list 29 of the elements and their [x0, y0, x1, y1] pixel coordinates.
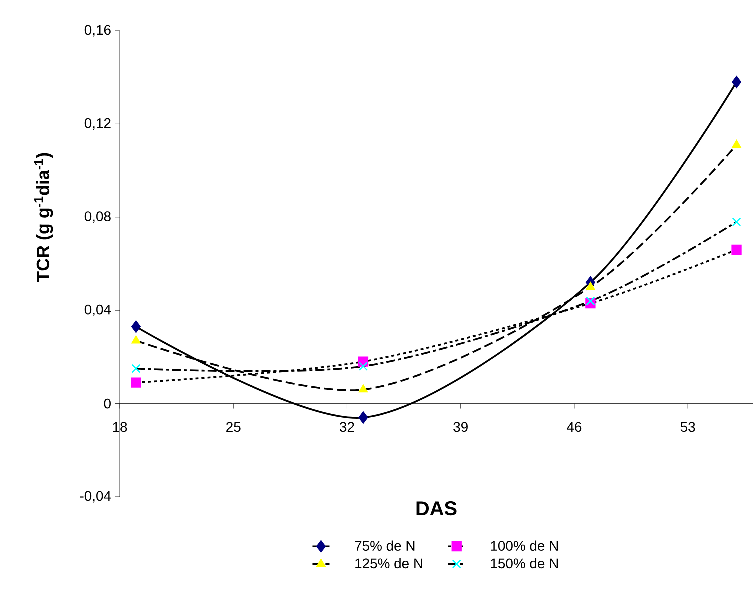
point	[132, 364, 141, 374]
y-tick-label: 0,16	[84, 25, 111, 37]
y-tick-label: -0,04	[80, 491, 112, 503]
point	[132, 336, 141, 344]
point	[732, 244, 742, 256]
point	[132, 320, 141, 333]
y-tick-label: 0	[104, 398, 111, 409]
point	[358, 384, 368, 393]
y-tick-label: 0,12	[84, 118, 111, 130]
x-axis-title: DAS	[416, 502, 457, 516]
point	[358, 362, 368, 371]
y-tick-label: 0,08	[84, 212, 111, 224]
legend-label: 150% de N	[491, 558, 558, 569]
x-tick-label: 53	[680, 422, 696, 432]
x-tick-label: 18	[113, 422, 128, 432]
point	[732, 218, 742, 227]
x-tick-label: 32	[340, 422, 354, 432]
y-tick-label: 0,04	[84, 304, 112, 316]
x-tick-label: 25	[226, 422, 241, 432]
x-tick-label: 46	[567, 422, 582, 432]
legend-label: 75% de N	[355, 540, 415, 552]
legend-label: 125% de N	[356, 558, 422, 569]
point	[358, 412, 368, 424]
point	[131, 378, 142, 388]
point	[586, 296, 596, 306]
x-tick-label: 39	[454, 422, 468, 432]
y-axis-title: TCR (g g$^{-1}$dia$^{-1}$)	[34, 153, 54, 282]
legend-label: 100% de N	[491, 540, 558, 552]
point	[586, 282, 596, 290]
